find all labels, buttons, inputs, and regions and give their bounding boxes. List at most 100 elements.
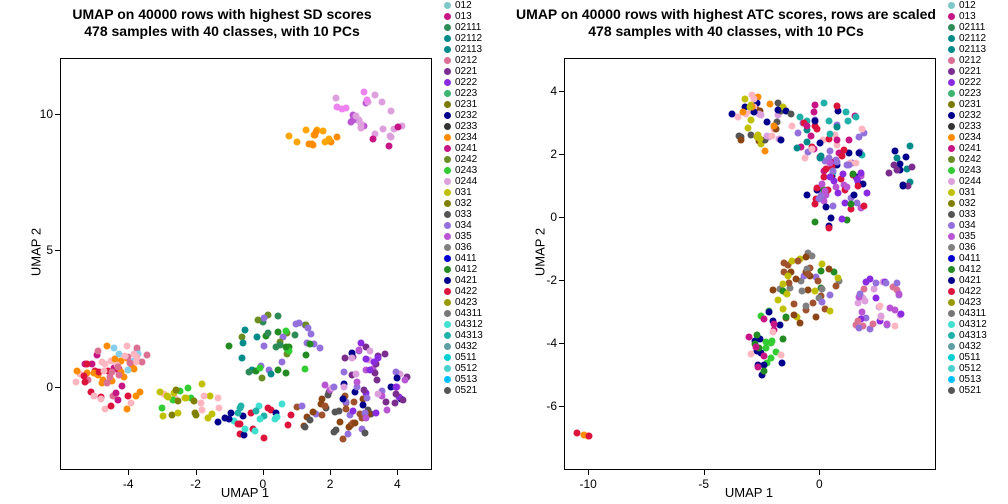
scatter-point — [242, 426, 249, 433]
scatter-point — [792, 276, 799, 283]
legend-swatch — [948, 222, 955, 229]
scatter-point — [302, 127, 309, 134]
scatter-point — [822, 203, 829, 210]
legend-item: 032 — [444, 198, 502, 209]
scatter-point — [341, 384, 348, 391]
legend-label: 04313 — [959, 330, 987, 341]
scatter-point — [108, 402, 115, 409]
scatter-point — [375, 391, 382, 398]
scatter-point — [830, 203, 837, 210]
scatter-point — [814, 125, 821, 132]
scatter-point — [382, 398, 389, 405]
ytick-label: 2 — [550, 147, 565, 161]
scatter-point — [356, 346, 363, 353]
scatter-point — [780, 305, 787, 312]
scatter-point — [394, 123, 401, 130]
legend-swatch — [948, 46, 955, 53]
legend-label: 0412 — [455, 264, 477, 275]
legend-label: 0242 — [455, 154, 477, 165]
legend-label: 0512 — [959, 363, 981, 374]
legend-swatch — [948, 2, 955, 9]
legend-item: 0513 — [444, 374, 502, 385]
legend-swatch — [444, 277, 451, 284]
left-ylabel: UMAP 2 — [29, 228, 44, 276]
scatter-point — [321, 402, 328, 409]
legend-label: 033 — [959, 209, 976, 220]
legend-swatch — [444, 321, 451, 328]
scatter-point — [301, 365, 308, 372]
scatter-point — [319, 127, 326, 134]
legend-item: 013 — [444, 11, 502, 22]
scatter-point — [338, 105, 345, 112]
legend-item: 0422 — [948, 286, 1006, 297]
scatter-point — [790, 301, 797, 308]
scatter-point — [308, 140, 315, 147]
scatter-point — [827, 215, 834, 222]
legend-item: 012 — [444, 0, 502, 11]
legend-label: 0521 — [455, 385, 477, 396]
legend-swatch — [444, 189, 451, 196]
legend-swatch — [948, 354, 955, 361]
scatter-point — [818, 268, 825, 275]
scatter-point — [339, 396, 346, 403]
scatter-point — [735, 114, 742, 121]
scatter-point — [780, 336, 787, 343]
legend-swatch — [948, 299, 955, 306]
ytick-label: 0 — [550, 210, 565, 224]
legend-swatch — [948, 200, 955, 207]
legend-label: 0423 — [455, 297, 477, 308]
scatter-point — [340, 435, 347, 442]
legend-item: 0231 — [948, 99, 1006, 110]
legend-item: 0231 — [444, 99, 502, 110]
scatter-point — [239, 354, 246, 361]
legend-item: 032 — [948, 198, 1006, 209]
legend-swatch — [444, 200, 451, 207]
legend-label: 0432 — [959, 341, 981, 352]
scatter-point — [812, 314, 819, 321]
legend-swatch — [948, 343, 955, 350]
legend-item: 034 — [444, 220, 502, 231]
legend-item: 0422 — [444, 286, 502, 297]
legend-item: 0244 — [444, 176, 502, 187]
legend-item: 031 — [444, 187, 502, 198]
scatter-point — [768, 355, 775, 362]
scatter-point — [316, 344, 323, 351]
legend-item: 0423 — [948, 297, 1006, 308]
legend-label: 0222 — [455, 77, 477, 88]
scatter-point — [809, 145, 816, 152]
scatter-point — [761, 148, 768, 155]
scatter-point — [198, 407, 205, 414]
scatter-point — [790, 312, 797, 319]
scatter-point — [844, 161, 851, 168]
scatter-point — [284, 421, 291, 428]
scatter-point — [802, 154, 809, 161]
scatter-point — [862, 279, 869, 286]
legend-label: 0512 — [455, 363, 477, 374]
legend-swatch — [948, 332, 955, 339]
scatter-point — [843, 109, 850, 116]
scatter-point — [335, 408, 342, 415]
legend-item: 036 — [948, 242, 1006, 253]
scatter-point — [175, 409, 182, 416]
scatter-point — [878, 312, 885, 319]
legend-label: 0223 — [959, 88, 981, 99]
scatter-point — [360, 387, 367, 394]
scatter-point — [252, 428, 259, 435]
scatter-point — [769, 287, 776, 294]
legend-swatch — [444, 145, 451, 152]
legend-item: 035 — [444, 231, 502, 242]
scatter-point — [214, 395, 221, 402]
legend-swatch — [948, 68, 955, 75]
scatter-point — [763, 118, 770, 125]
scatter-point — [260, 435, 267, 442]
scatter-point — [274, 366, 281, 373]
scatter-point — [767, 339, 774, 346]
scatter-point — [242, 327, 249, 334]
legend-label: 0243 — [959, 165, 981, 176]
scatter-point — [312, 129, 319, 136]
scatter-point — [793, 144, 800, 151]
scatter-point — [392, 400, 399, 407]
scatter-point — [101, 368, 108, 375]
scatter-point — [769, 328, 776, 335]
legend-swatch — [948, 24, 955, 31]
